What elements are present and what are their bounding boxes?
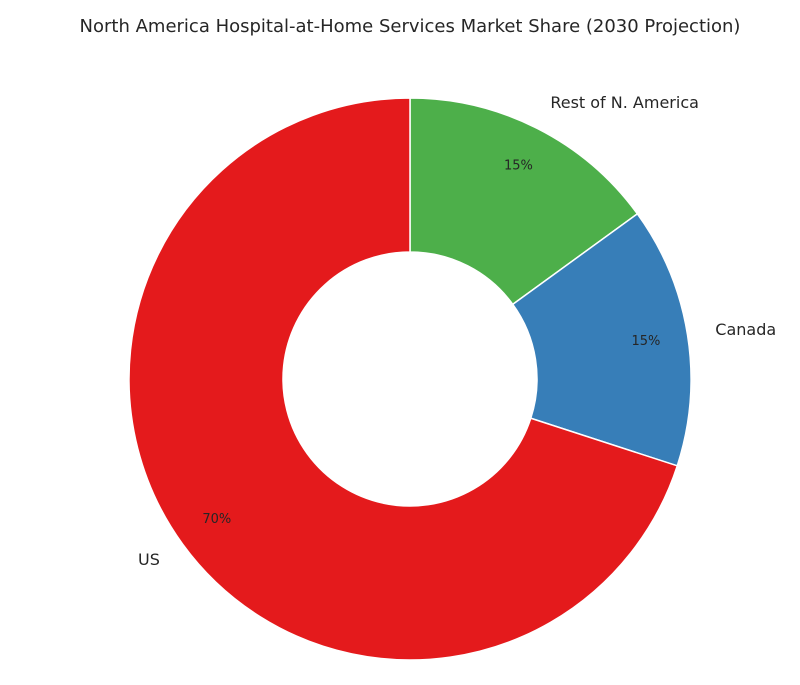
- category-label-canada: Canada: [715, 320, 776, 339]
- slice-canada: [511, 212, 692, 467]
- percent-label-canada: 15%: [631, 334, 660, 349]
- slice-us: [128, 97, 679, 661]
- category-labels: Rest of N. America Canada US: [138, 93, 776, 569]
- category-label-us: US: [138, 550, 160, 569]
- donut-slices: [128, 97, 692, 661]
- percent-label-us: 70%: [202, 512, 231, 527]
- slice-rest-of-n-america: [409, 97, 639, 306]
- category-label-rest-of-n-america: Rest of N. America: [550, 93, 699, 112]
- percentage-labels: 15% 15% 70%: [202, 159, 660, 527]
- percent-label-rest-of-n-america: 15%: [504, 159, 533, 174]
- chart-title: North America Hospital-at-Home Services …: [80, 16, 741, 37]
